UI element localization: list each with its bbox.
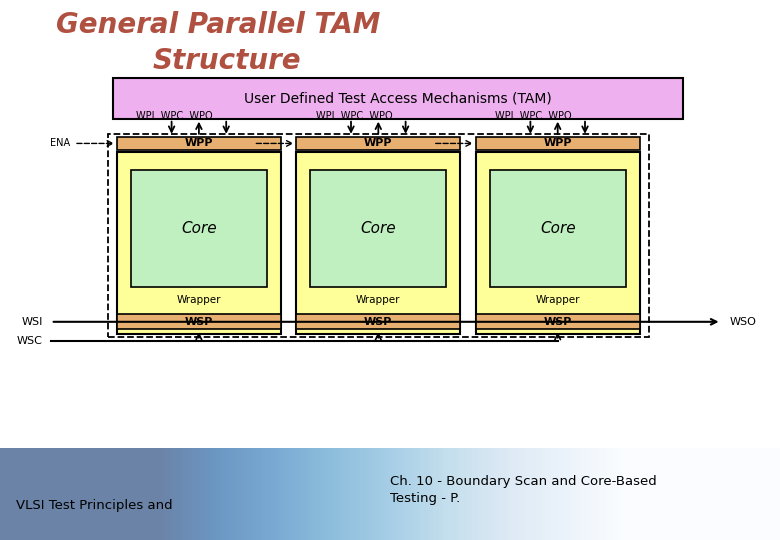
Text: WPI  WPC  WPO: WPI WPC WPO	[495, 111, 572, 121]
Text: WPI  WPC  WPO: WPI WPC WPO	[136, 111, 213, 121]
Text: User Defined Test Access Mechanisms (TAM): User Defined Test Access Mechanisms (TAM…	[244, 92, 551, 106]
Text: WSC: WSC	[17, 336, 43, 346]
FancyBboxPatch shape	[490, 170, 626, 287]
FancyBboxPatch shape	[310, 170, 446, 287]
Text: WSP: WSP	[544, 316, 572, 327]
Text: Core: Core	[181, 221, 217, 236]
Text: Core: Core	[360, 221, 396, 236]
Text: ENA: ENA	[409, 138, 429, 149]
FancyBboxPatch shape	[476, 314, 640, 329]
Text: WSP: WSP	[364, 316, 392, 327]
Text: WPP: WPP	[544, 138, 572, 149]
Text: General Parallel TAM: General Parallel TAM	[56, 11, 381, 39]
Text: ENA: ENA	[229, 138, 250, 149]
Text: VLSI Test Principles and: VLSI Test Principles and	[16, 498, 172, 511]
Text: WPP: WPP	[185, 138, 213, 149]
Text: Ch. 10 - Boundary Scan and Core-Based
Testing - P.: Ch. 10 - Boundary Scan and Core-Based Te…	[390, 475, 657, 504]
FancyBboxPatch shape	[113, 78, 682, 119]
FancyBboxPatch shape	[476, 152, 640, 334]
Text: WSP: WSP	[185, 316, 213, 327]
FancyBboxPatch shape	[117, 152, 281, 334]
Text: Structure: Structure	[152, 47, 301, 75]
Text: ENA: ENA	[50, 138, 70, 149]
Text: Wrapper: Wrapper	[176, 295, 222, 305]
FancyBboxPatch shape	[476, 137, 640, 150]
FancyBboxPatch shape	[296, 152, 460, 334]
FancyBboxPatch shape	[117, 314, 281, 329]
FancyBboxPatch shape	[117, 137, 281, 150]
FancyBboxPatch shape	[131, 170, 267, 287]
Text: Wrapper: Wrapper	[535, 295, 580, 305]
Text: Wrapper: Wrapper	[356, 295, 401, 305]
FancyBboxPatch shape	[296, 137, 460, 150]
FancyBboxPatch shape	[296, 314, 460, 329]
Text: WPI  WPC  WPO: WPI WPC WPO	[316, 111, 392, 121]
Text: WPP: WPP	[364, 138, 392, 149]
Text: WSI: WSI	[22, 317, 43, 327]
Text: WSO: WSO	[729, 317, 756, 327]
Text: Core: Core	[540, 221, 576, 236]
